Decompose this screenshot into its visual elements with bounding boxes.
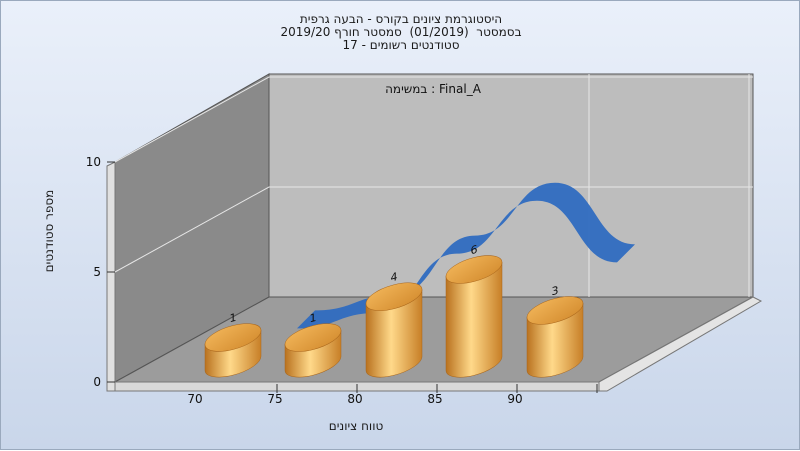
bar-top — [445, 255, 503, 284]
bar-top — [284, 323, 342, 352]
bar-body — [445, 262, 503, 378]
y-axis: 0 5 10 — [86, 155, 115, 389]
left-wall-edge — [106, 161, 116, 392]
floor-right-edge — [598, 296, 763, 392]
bar-data-label: 3 — [551, 284, 558, 299]
x-tick-label: 70 — [187, 392, 202, 406]
bar-data-label: 4 — [390, 270, 397, 285]
bars: 1 1 4 6 3 — [204, 243, 584, 378]
x-axis: 70 75 80 85 90 — [187, 384, 598, 406]
title-line-3: סטודנטים רשומים - 17 — [342, 38, 460, 52]
y-tick-label: 10 — [86, 155, 101, 169]
x-tick-label: 90 — [507, 392, 522, 406]
series-curve-ribbon — [297, 182, 635, 329]
bar-data-label: 1 — [309, 311, 316, 326]
x-axis-label: טווח ציונים — [328, 419, 384, 433]
title-line-1: היסטוגרמת ציונים בקורס - הבעה גרפית — [299, 12, 503, 26]
gridline-y — [114, 186, 753, 273]
gridline-y — [114, 76, 753, 163]
back-wall — [268, 73, 754, 298]
chart-annotation: במשימה : Final_A — [385, 82, 482, 96]
bar: 3 — [526, 284, 584, 378]
bar: 1 — [284, 311, 342, 378]
gridlines — [114, 74, 753, 297]
series-curve — [297, 182, 635, 329]
title-line-2: בסמסטר (01/2019) סמסטר חורף 2019/20 — [280, 25, 522, 39]
bar-body — [365, 289, 423, 378]
y-tick-label: 0 — [93, 375, 101, 389]
bar-data-label: 6 — [470, 243, 477, 258]
bar-top — [526, 296, 584, 325]
bar-data-label: 1 — [229, 311, 236, 326]
bar: 6 — [445, 243, 503, 378]
y-tick-label: 5 — [93, 265, 101, 279]
x-tick-label: 85 — [427, 392, 442, 406]
chart-title: היסטוגרמת ציונים בקורס - הבעה גרפית בסמס… — [1, 13, 800, 52]
y-axis-label: מספר סטודנטים — [42, 189, 56, 273]
bar-top — [204, 323, 262, 352]
bar-top — [365, 282, 423, 311]
bar: 1 — [204, 311, 262, 378]
x-tick-label: 75 — [267, 392, 282, 406]
x-tick-label: 80 — [347, 392, 362, 406]
bar: 4 — [365, 270, 423, 378]
